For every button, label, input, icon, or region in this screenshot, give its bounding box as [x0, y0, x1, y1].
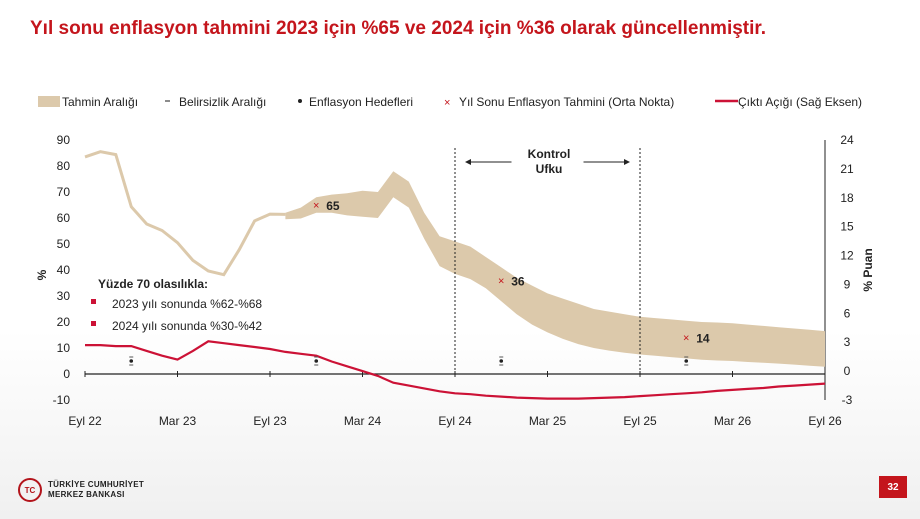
control-horizon-arrowhead-right [624, 159, 630, 165]
annotation-line-2024: 2024 yılı sonunda %30-%42 [112, 319, 262, 333]
y-right-tick-label: 15 [840, 220, 854, 234]
x-tick-label: Eyl 26 [808, 414, 842, 428]
control-horizon-arrowhead-left [465, 159, 471, 165]
legend-swatch-targets [298, 99, 302, 103]
inflation-target-dot [499, 359, 504, 363]
y-left-tick-label: 20 [57, 315, 71, 329]
inflation-target-dot [314, 359, 319, 363]
tcmb-seal-icon: TC [18, 478, 42, 502]
control-horizon: Kontrol Ufku [528, 147, 571, 176]
annotation-line-2023: 2023 yılı sonunda %62-%68 [112, 297, 262, 311]
legend-label-targets: Enflasyon Hedefleri [309, 95, 413, 109]
page-number: 32 [879, 476, 907, 498]
page-title: Yıl sonu enflasyon tahmini 2023 için %65… [30, 18, 767, 39]
chart-legend: Tahmin Aralığı Belirsizlik Aralığı Enfla… [38, 95, 862, 109]
central-bank-logo: TC TÜRKİYE CUMHURİYET MERKEZ BANKASI [18, 478, 144, 502]
y-left-tick-label: 30 [57, 289, 71, 303]
inflation-history-line [84, 150, 286, 277]
inflation-target-dot [684, 359, 689, 363]
x-tick-label: Eyl 23 [253, 414, 287, 428]
control-horizon-label-2: Ufku [536, 162, 563, 176]
legend-label-output-gap: Çıktı Açığı (Sağ Eksen) [738, 95, 862, 109]
y-right-tick-label: 24 [840, 133, 854, 147]
org-name-line2: MERKEZ BANKASI [48, 490, 125, 499]
y-right-tick-label: 21 [840, 162, 854, 176]
legend-swatch-band [38, 96, 60, 107]
y-left-tick-label: -10 [53, 393, 71, 407]
x-tick-label: Eyl 24 [438, 414, 472, 428]
y-left-tick-label: 10 [57, 341, 71, 355]
x-tick-label: Mar 26 [714, 414, 752, 428]
y-left-tick-label: 40 [57, 263, 71, 277]
year-end-forecast-marker: × [683, 333, 689, 345]
y-right-tick-label: -3 [842, 393, 853, 407]
x-tick-label: Mar 23 [159, 414, 197, 428]
inflation-target-dot [129, 359, 134, 363]
y-axis-right-title: % Puan [861, 248, 875, 291]
x-tick-label: Eyl 22 [68, 414, 102, 428]
annotation-heading: Yüzde 70 olasılıkla: [98, 277, 208, 291]
y-left-tick-label: 50 [57, 237, 71, 251]
y-left-tick-label: 60 [57, 211, 71, 225]
annotation-bullet-2023 [91, 299, 96, 304]
y-right-tick-label: 0 [844, 364, 851, 378]
y-right-tick-label: 12 [840, 249, 854, 263]
legend-label-band: Tahmin Aralığı [62, 95, 138, 109]
y-right-tick-label: 9 [844, 277, 851, 291]
probability-annotation: Yüzde 70 olasılıkla: 2023 yılı sonunda %… [91, 277, 262, 333]
legend-label-uncertainty: Belirsizlik Aralığı [179, 95, 266, 109]
y-left-tick-label: 70 [57, 185, 71, 199]
y-axis-left-title: % [35, 269, 49, 280]
x-tick-label: Mar 25 [529, 414, 567, 428]
legend-swatch-forecast: × [444, 97, 450, 109]
org-name-line1: TÜRKİYE CUMHURİYET [48, 480, 145, 489]
y-right-tick-label: 3 [844, 335, 851, 349]
x-tick-label: Eyl 25 [623, 414, 657, 428]
year-end-forecast-marker: × [313, 200, 319, 212]
annotation-bullet-2024 [91, 321, 96, 326]
y-right-tick-label: 6 [844, 306, 851, 320]
y-right-tick-label: 18 [840, 191, 854, 205]
y-left-tick-label: 90 [57, 133, 71, 147]
legend-label-forecast: Yıl Sonu Enflasyon Tahmini (Orta Nokta) [459, 95, 674, 109]
y-left-tick-label: 0 [63, 367, 70, 381]
year-end-forecast-label: 14 [696, 332, 710, 346]
inflation-forecast-chart: Tahmin Aralığı Belirsizlik Aralığı Enfla… [35, 95, 875, 428]
forecast-band-area [285, 171, 825, 367]
output-gap-line [85, 340, 826, 400]
y-left-tick-label: 80 [57, 159, 71, 173]
year-end-forecast-label: 65 [326, 199, 340, 213]
control-horizon-label-1: Kontrol [528, 147, 571, 161]
year-end-forecast-label: 36 [511, 274, 525, 288]
x-tick-label: Mar 24 [344, 414, 382, 428]
year-end-forecast-marker: × [498, 275, 504, 287]
